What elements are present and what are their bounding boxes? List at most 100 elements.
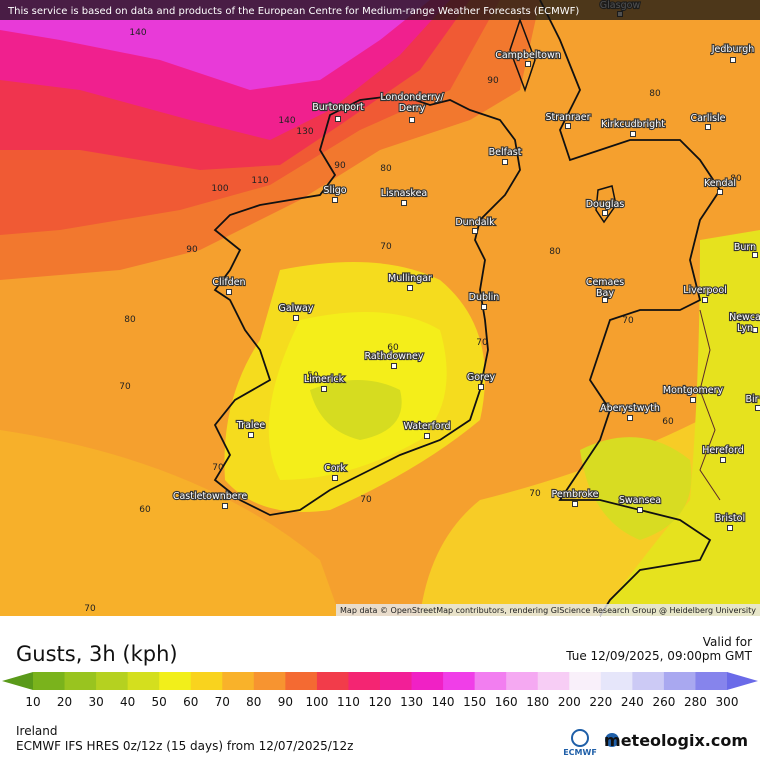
model: ECMWF IFS HRES 0z/12z (15 days) from 12/…: [16, 739, 353, 753]
field: [580, 437, 692, 540]
ecmwf-logo: ECMWF: [563, 748, 597, 757]
legend: Gusts, 3h (kph) Valid for Tue 12/09/2025…: [2, 635, 758, 757]
colorbar-bin: [64, 672, 97, 690]
colorbar-bin: [443, 672, 476, 690]
contour-label: 110: [251, 176, 268, 186]
colorbar-label: 180: [526, 695, 549, 709]
colorbar-bin: [127, 672, 160, 690]
colorbar-bin: [348, 672, 381, 690]
city-label: Stranraer: [546, 112, 591, 123]
city-label: Jedburgh: [711, 44, 755, 55]
city: Tralee: [235, 419, 266, 438]
city: Kendal: [703, 177, 737, 195]
city: Bir: [744, 393, 760, 411]
colorbar-label: 120: [369, 695, 392, 709]
city-label: Derry: [399, 103, 426, 114]
field: [0, 430, 340, 616]
city-dot: [602, 210, 608, 216]
colorbar-bin: [96, 672, 129, 690]
city-label: Castletownbere: [173, 491, 248, 502]
city: Burn: [733, 241, 758, 258]
site-icon: [605, 733, 619, 747]
attribution: Map data © OpenStreetMap contributors, r…: [340, 606, 756, 615]
colorbar-bin: [474, 672, 507, 690]
colorbar-label: 10: [25, 695, 40, 709]
city-label: Belfast: [489, 147, 522, 158]
city: Lisnaskea: [380, 187, 428, 206]
colorbar-bin: [159, 672, 192, 690]
colorbar-label: 90: [278, 695, 293, 709]
legend-title: Gusts, 3h (kph): [16, 642, 178, 666]
contour-label: 70: [476, 338, 488, 348]
colorbar-bin: [380, 672, 413, 690]
city-label: Newca: [729, 312, 760, 323]
contour-label: 50: [307, 371, 319, 381]
city: Clifden: [211, 276, 247, 295]
city-label: Limerick: [304, 374, 345, 385]
site-logo: meteologix.com: [604, 731, 748, 750]
coastline: [539, 0, 722, 617]
city-dot: [478, 384, 484, 390]
colorbar-label: 140: [432, 695, 455, 709]
city-label: Kirkcudbright: [601, 119, 665, 130]
city-label: Burn: [734, 242, 756, 253]
coastline: [509, 17, 536, 93]
city-label: Galway: [278, 303, 313, 314]
city: Limerick: [303, 373, 346, 392]
city-dot: [705, 124, 711, 130]
field: [310, 380, 402, 440]
city: Waterford: [402, 420, 452, 439]
city-dot: [702, 297, 708, 303]
colorbar-bin: [222, 672, 255, 690]
city-label: Bay: [596, 288, 614, 299]
city-label: Lyn: [737, 323, 753, 334]
border: [699, 309, 721, 501]
colorbar-label: 200: [558, 695, 581, 709]
city-label: Dundalk: [455, 217, 495, 228]
valid-label: Valid for: [703, 635, 752, 649]
colorbar-arrow: [727, 672, 758, 690]
city-dot: [401, 200, 407, 206]
colorbar-label: 80: [246, 695, 261, 709]
colorbar-label: 100: [305, 695, 328, 709]
city: Cork: [323, 462, 348, 481]
city-dot: [572, 501, 578, 507]
city-dot: [627, 415, 633, 421]
city: Bristol: [714, 512, 746, 531]
city-dot: [730, 57, 736, 63]
colorbar-bin: [506, 672, 539, 690]
colorbar-bin: [253, 672, 286, 690]
city: Rathdowney: [363, 350, 425, 369]
contour-label: 60: [662, 417, 674, 427]
city-dot: [752, 327, 758, 333]
city-label: Sligo: [323, 185, 346, 196]
city-dot: [226, 289, 232, 295]
colorbar-bin: [411, 672, 444, 690]
contour-label: 90: [334, 161, 346, 171]
city-label: Carlisle: [690, 113, 725, 124]
city-dot: [602, 297, 608, 303]
city-dot: [332, 197, 338, 203]
city-label: Londonderry/: [380, 92, 444, 103]
colorbar-bin: [190, 672, 223, 690]
colorbar-label: 260: [652, 695, 675, 709]
city-label: Bir: [745, 394, 758, 405]
contour-label: 90: [487, 76, 499, 86]
city: Aberystwyth: [599, 402, 661, 421]
field: [600, 230, 760, 616]
colorbar-label: 150: [463, 695, 486, 709]
colorbar-bin: [316, 672, 349, 690]
colorbar-label: 110: [337, 695, 360, 709]
city: Galway: [277, 302, 315, 321]
colorbar-label: 220: [589, 695, 612, 709]
city: Gorey: [466, 371, 497, 390]
colorbar-bin: [632, 672, 665, 690]
city-label: Kendal: [704, 178, 736, 189]
city-label: Aberystwyth: [600, 403, 660, 414]
city-label: Tralee: [236, 420, 266, 431]
coastline: [213, 94, 521, 516]
city-dot: [424, 433, 430, 439]
